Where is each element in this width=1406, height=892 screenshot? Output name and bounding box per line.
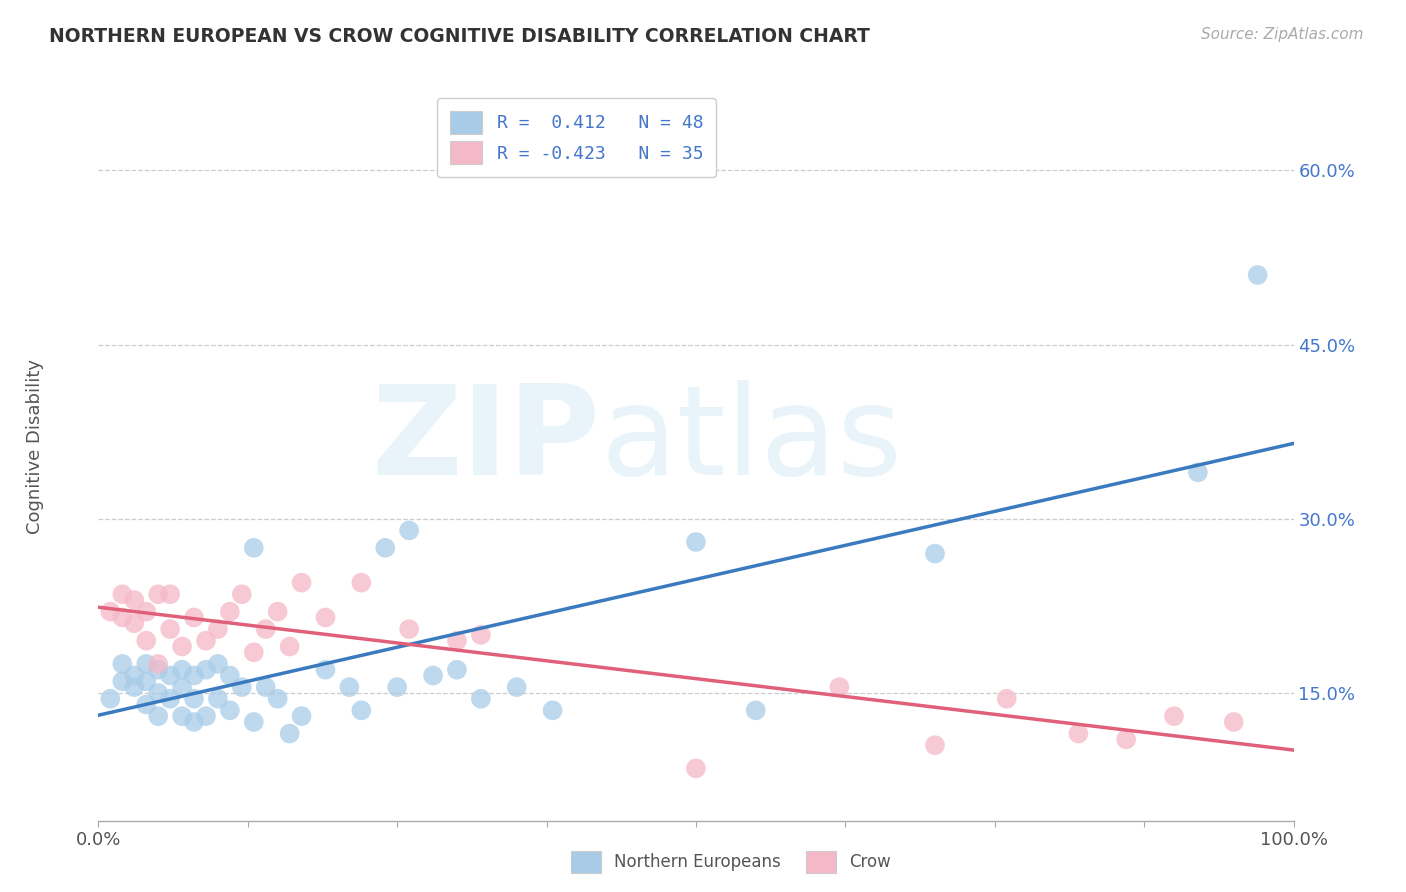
Point xyxy=(315,610,337,624)
Point xyxy=(135,674,157,689)
Point xyxy=(219,703,242,717)
Point xyxy=(219,605,242,619)
Point xyxy=(243,645,266,659)
Point xyxy=(172,663,194,677)
Point xyxy=(278,726,301,740)
Point xyxy=(207,657,229,671)
Point xyxy=(159,622,181,636)
Legend: R =  0.412   N = 48, R = -0.423   N = 35: R = 0.412 N = 48, R = -0.423 N = 35 xyxy=(437,98,716,178)
Point xyxy=(1187,466,1209,480)
Point xyxy=(148,686,170,700)
Point xyxy=(159,691,181,706)
Text: NORTHERN EUROPEAN VS CROW COGNITIVE DISABILITY CORRELATION CHART: NORTHERN EUROPEAN VS CROW COGNITIVE DISA… xyxy=(49,27,870,45)
Point xyxy=(231,587,253,601)
Point xyxy=(422,668,444,682)
Point xyxy=(124,680,146,694)
Text: atlas: atlas xyxy=(600,380,903,500)
Point xyxy=(148,657,170,671)
Point xyxy=(195,709,218,723)
Point xyxy=(172,680,194,694)
Point xyxy=(148,587,170,601)
Point xyxy=(828,680,851,694)
Point xyxy=(135,633,157,648)
Point xyxy=(339,680,361,694)
Point xyxy=(470,628,492,642)
Point xyxy=(183,691,205,706)
Point xyxy=(207,691,229,706)
Point xyxy=(98,691,122,706)
Text: Cognitive Disability: Cognitive Disability xyxy=(27,359,44,533)
Point xyxy=(98,605,122,619)
Point xyxy=(995,691,1018,706)
Point xyxy=(111,610,134,624)
Point xyxy=(111,674,134,689)
Point xyxy=(1163,709,1185,723)
Point xyxy=(446,663,468,677)
Point xyxy=(135,698,157,712)
Point xyxy=(183,610,205,624)
Point xyxy=(385,680,409,694)
Point xyxy=(446,633,468,648)
Point xyxy=(124,668,146,682)
Point xyxy=(1223,714,1246,729)
Point xyxy=(506,680,529,694)
Point xyxy=(924,738,946,752)
Point xyxy=(148,663,170,677)
Point xyxy=(135,657,157,671)
Point xyxy=(243,714,266,729)
Point xyxy=(111,657,134,671)
Point xyxy=(183,668,205,682)
Point xyxy=(172,709,194,723)
Legend: Northern Europeans, Crow: Northern Europeans, Crow xyxy=(564,845,898,880)
Point xyxy=(685,535,707,549)
Point xyxy=(254,622,277,636)
Point xyxy=(254,680,277,694)
Point xyxy=(267,691,290,706)
Point xyxy=(1067,726,1090,740)
Text: ZIP: ZIP xyxy=(371,380,600,500)
Point xyxy=(135,605,157,619)
Point xyxy=(243,541,266,555)
Point xyxy=(124,616,146,631)
Point xyxy=(398,622,420,636)
Point xyxy=(315,663,337,677)
Point xyxy=(541,703,564,717)
Point xyxy=(398,524,420,538)
Point xyxy=(291,709,314,723)
Point xyxy=(1115,732,1137,747)
Point xyxy=(350,575,373,590)
Point xyxy=(183,714,205,729)
Point xyxy=(267,605,290,619)
Point xyxy=(159,587,181,601)
Point xyxy=(350,703,373,717)
Point xyxy=(159,668,181,682)
Point xyxy=(745,703,768,717)
Point xyxy=(219,668,242,682)
Point xyxy=(291,575,314,590)
Point xyxy=(1247,268,1270,282)
Point xyxy=(195,663,218,677)
Point xyxy=(470,691,492,706)
Point xyxy=(374,541,396,555)
Point xyxy=(172,640,194,654)
Point xyxy=(231,680,253,694)
Point xyxy=(124,593,146,607)
Point xyxy=(924,547,946,561)
Point xyxy=(148,709,170,723)
Point xyxy=(195,633,218,648)
Text: Source: ZipAtlas.com: Source: ZipAtlas.com xyxy=(1201,27,1364,42)
Point xyxy=(685,761,707,775)
Point xyxy=(278,640,301,654)
Point xyxy=(111,587,134,601)
Point xyxy=(207,622,229,636)
